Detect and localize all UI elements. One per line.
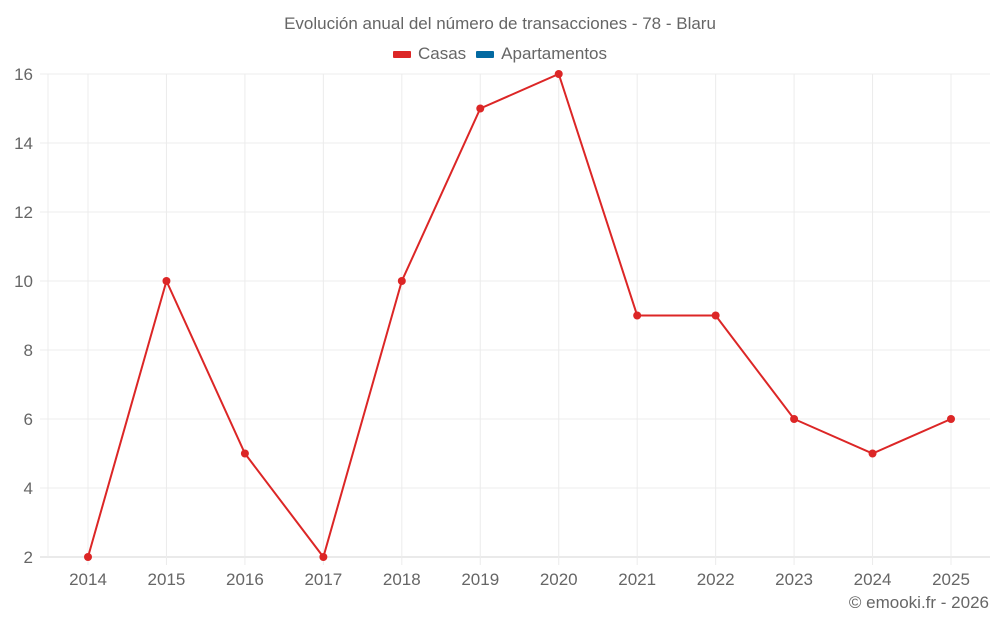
y-tick-label: 16 [14,65,33,84]
data-point[interactable] [633,311,642,320]
x-tick-label: 2021 [618,570,656,589]
series-casas [84,70,955,561]
y-tick-label: 4 [24,479,33,498]
y-tick-label: 10 [14,272,33,291]
data-point[interactable] [711,311,720,320]
data-point[interactable] [240,449,249,458]
x-tick-label: 2017 [304,570,342,589]
legend-swatch-casas [392,50,411,58]
data-point[interactable] [947,415,955,423]
y-tick-label: 12 [14,203,33,222]
legend-swatch-apartamentos [476,50,495,58]
x-tick-label: 2015 [148,570,186,589]
x-tick-label: 2024 [854,570,892,589]
chart-title: Evolución anual del número de transaccio… [284,14,716,33]
legend: Casas Apartamentos [0,44,1000,64]
data-point[interactable] [790,415,799,423]
x-tick-label: 2016 [226,570,264,589]
y-axis: 2 4 6 8 10 12 14 16 [14,65,33,567]
x-tick-label: 2023 [775,570,813,589]
x-tick-label: 2022 [697,570,735,589]
x-tick-label: 2014 [69,570,107,589]
legend-label-casas: Casas [417,44,467,63]
data-point[interactable] [84,553,92,561]
grid-lines [40,73,990,565]
legend-item-casas[interactable]: Casas [392,44,467,64]
legend-item-apartamentos[interactable]: Apartamentos [476,44,607,64]
x-tick-label: 2025 [932,570,970,589]
data-point[interactable] [476,104,485,113]
legend-label-apartamentos: Apartamentos [501,44,608,63]
credit-text: © emooki.fr - 2026 [848,593,989,612]
x-axis: 2014 2015 2016 2017 2018 2019 2020 2021 2022 2023… [69,570,970,589]
series-line [87,72,952,560]
data-point[interactable] [554,70,563,78]
x-tick-label: 2018 [383,570,421,589]
data-point[interactable] [868,449,877,458]
data-point[interactable] [319,553,328,561]
data-point[interactable] [162,277,171,285]
y-tick-label: 8 [24,341,33,360]
y-tick-label: 14 [14,134,33,153]
x-tick-label: 2020 [540,570,578,589]
data-point[interactable] [397,277,406,285]
x-tick-label: 2019 [461,570,499,589]
y-tick-label: 2 [24,548,33,567]
y-tick-label: 6 [24,410,33,429]
